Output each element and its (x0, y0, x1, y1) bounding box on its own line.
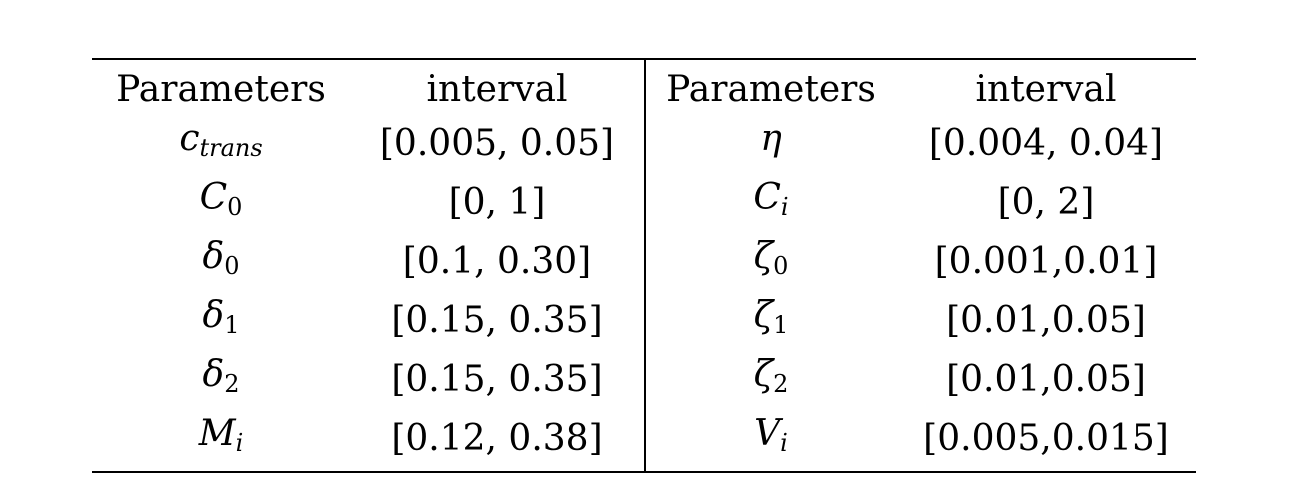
parameter-symbol: Mi (198, 413, 244, 457)
table-header-row: Parameters interval Parameters interval (92, 59, 1196, 114)
table-row: δ1 [0.15, 0.35] ζ1 [0.01,0.05] (92, 291, 1196, 350)
parameter-interval: [0.005, 0.05] (379, 123, 615, 164)
table-row: ctrans [0.005, 0.05] η [0.004, 0.04] (92, 114, 1196, 173)
parameter-symbol: Ci (644, 173, 896, 232)
parameter-interval: [0.01,0.05] (946, 300, 1146, 341)
parameter-interval: [0.001,0.01] (934, 241, 1158, 282)
parameter-symbol: ζ0 (644, 232, 896, 291)
parameter-symbol: ζ1 (644, 291, 896, 350)
parameter-interval: [0.005,0.015] (923, 418, 1169, 459)
header-interval-right: interval (975, 69, 1117, 110)
table-row: δ0 [0.1, 0.30] ζ0 [0.001,0.01] (92, 232, 1196, 291)
parameter-symbol: Vi (644, 409, 896, 472)
header-parameters-left: Parameters (116, 69, 326, 110)
parameter-interval: [0.1, 0.30] (402, 241, 592, 282)
parameter-table-container: Parameters interval Parameters interval … (92, 58, 1196, 473)
parameter-interval: [0.15, 0.35] (391, 359, 603, 400)
parameter-interval: [0, 2] (997, 182, 1095, 223)
header-parameters-right: Parameters (644, 59, 896, 114)
header-interval-left: interval (426, 69, 568, 110)
parameter-symbol: C0 (199, 177, 243, 221)
parameter-symbol: δ0 (202, 236, 240, 280)
parameter-symbol: ζ2 (644, 350, 896, 409)
parameter-symbol: η (644, 114, 896, 173)
table-row: C0 [0, 1] Ci [0, 2] (92, 173, 1196, 232)
parameter-interval: [0.004, 0.04] (928, 123, 1164, 164)
parameter-interval: [0, 1] (448, 182, 546, 223)
parameter-symbol: ctrans (179, 118, 263, 162)
parameter-interval: [0.15, 0.35] (391, 300, 603, 341)
parameter-symbol: δ1 (202, 295, 240, 339)
parameter-interval: [0.01,0.05] (946, 359, 1146, 400)
parameter-symbol: δ2 (202, 354, 240, 398)
table-row: δ2 [0.15, 0.35] ζ2 [0.01,0.05] (92, 350, 1196, 409)
table-row: Mi [0.12, 0.38] Vi [0.005,0.015] (92, 409, 1196, 472)
parameter-interval: [0.12, 0.38] (391, 418, 603, 459)
parameter-table: Parameters interval Parameters interval … (92, 58, 1196, 473)
